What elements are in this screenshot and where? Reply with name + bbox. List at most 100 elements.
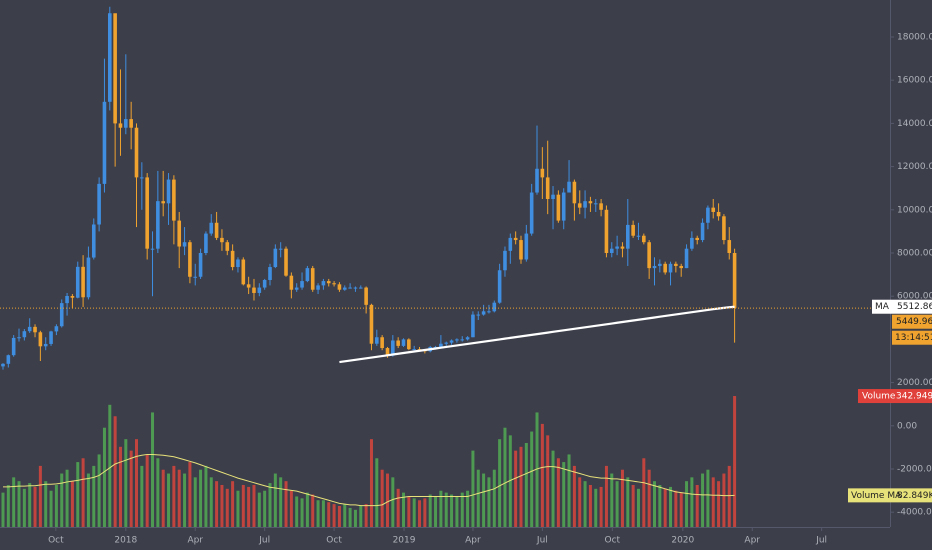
volume-bar xyxy=(733,396,737,527)
candle-body xyxy=(652,265,657,269)
x-tick-label: Oct xyxy=(48,536,64,546)
volume-bar xyxy=(300,498,304,527)
volume-bar xyxy=(60,473,64,527)
candle-body xyxy=(342,287,347,290)
volume-bar xyxy=(567,454,571,527)
volume-bar xyxy=(167,473,171,527)
candle-body xyxy=(556,194,561,221)
candle-body xyxy=(572,181,577,204)
candle-body xyxy=(444,342,449,344)
candle-body xyxy=(631,224,635,236)
ma-tag-name: MA xyxy=(875,302,890,312)
x-tick-label: Apr xyxy=(465,536,481,546)
candle-body xyxy=(593,203,598,205)
volume-bar xyxy=(44,481,48,527)
candle-body xyxy=(642,235,646,243)
candle-body xyxy=(305,268,310,282)
candle-body xyxy=(551,194,555,200)
volume-bar xyxy=(76,462,80,527)
volume-bar xyxy=(279,477,283,527)
last-price-tag xyxy=(892,314,932,329)
volume-bar xyxy=(583,481,587,527)
candle-body xyxy=(17,337,21,339)
volume-ma-tag-value: 82.849K xyxy=(897,491,932,501)
candle-body xyxy=(674,263,678,266)
candle-body xyxy=(86,257,91,298)
volume-bar xyxy=(722,473,726,527)
candle-body xyxy=(497,270,502,303)
volume-bar xyxy=(236,490,240,527)
volume-bar xyxy=(316,500,320,527)
candle-body xyxy=(75,266,80,298)
volume-bar xyxy=(717,481,721,527)
candle-body xyxy=(209,222,214,234)
volume-bar xyxy=(578,477,582,527)
volume-bar xyxy=(482,473,486,527)
candle-body xyxy=(481,311,486,315)
volume-bar xyxy=(434,496,438,527)
y-tick-label: -2000.00 xyxy=(897,465,932,475)
candle-body xyxy=(684,248,689,269)
candle-body xyxy=(225,242,230,251)
volume-bar xyxy=(65,469,69,527)
volume-bar xyxy=(369,439,373,527)
volume-tag-name: Volume xyxy=(862,392,896,402)
candle-body xyxy=(476,314,481,316)
candle-body xyxy=(625,224,630,249)
candle-body xyxy=(43,343,48,347)
candle-body xyxy=(134,127,139,178)
x-tick-label: Oct xyxy=(605,536,621,546)
candle-body xyxy=(70,295,75,298)
volume-bar xyxy=(636,488,640,527)
candle-body xyxy=(284,248,288,276)
volume-bar xyxy=(124,439,128,527)
y-tick-label: 12000.00 xyxy=(897,162,932,172)
candle-body xyxy=(668,263,673,273)
countdown-tag-value: 13:14:51 xyxy=(895,333,932,343)
candle-body xyxy=(455,339,459,341)
volume-bar xyxy=(514,450,518,527)
candle-body xyxy=(380,337,384,349)
volume-bar xyxy=(113,416,117,527)
volume-bar xyxy=(455,496,459,527)
volume-bar xyxy=(108,404,112,527)
candle-body xyxy=(118,123,123,128)
volume-bar xyxy=(215,481,219,527)
candle-body xyxy=(412,349,416,351)
candle-body xyxy=(727,240,732,254)
volume-bar xyxy=(439,490,443,527)
volume-bar xyxy=(391,477,395,527)
candle-body xyxy=(487,311,491,313)
y-tick-label: 16000.00 xyxy=(897,76,932,86)
candle-body xyxy=(540,168,545,178)
volume-bar xyxy=(642,458,646,527)
volume-bar xyxy=(348,507,352,527)
volume-bar xyxy=(311,494,315,527)
volume-bar xyxy=(231,481,235,527)
volume-bar xyxy=(54,484,58,527)
candle-body xyxy=(1,363,5,367)
candle-body xyxy=(401,339,406,346)
candle-body xyxy=(11,337,16,356)
volume-bar xyxy=(508,435,512,527)
candle-body xyxy=(257,287,262,293)
volume-bar xyxy=(199,469,203,527)
volume-bar xyxy=(685,481,689,527)
volume-bar xyxy=(204,465,208,527)
candle-body xyxy=(204,233,208,254)
candle-body xyxy=(449,340,454,343)
volume-bar xyxy=(631,484,635,527)
volume-bar xyxy=(663,488,667,527)
candle-body xyxy=(588,201,593,204)
volume-bar xyxy=(102,427,106,527)
volume-bar xyxy=(177,469,181,527)
candle-body xyxy=(577,203,582,208)
candle-body xyxy=(124,119,128,128)
candle-body xyxy=(369,304,374,344)
volume-bar xyxy=(92,465,96,527)
candle-body xyxy=(508,237,513,251)
candle-body xyxy=(6,355,11,364)
x-tick-label: Apr xyxy=(744,536,760,546)
candle-body xyxy=(193,276,198,278)
